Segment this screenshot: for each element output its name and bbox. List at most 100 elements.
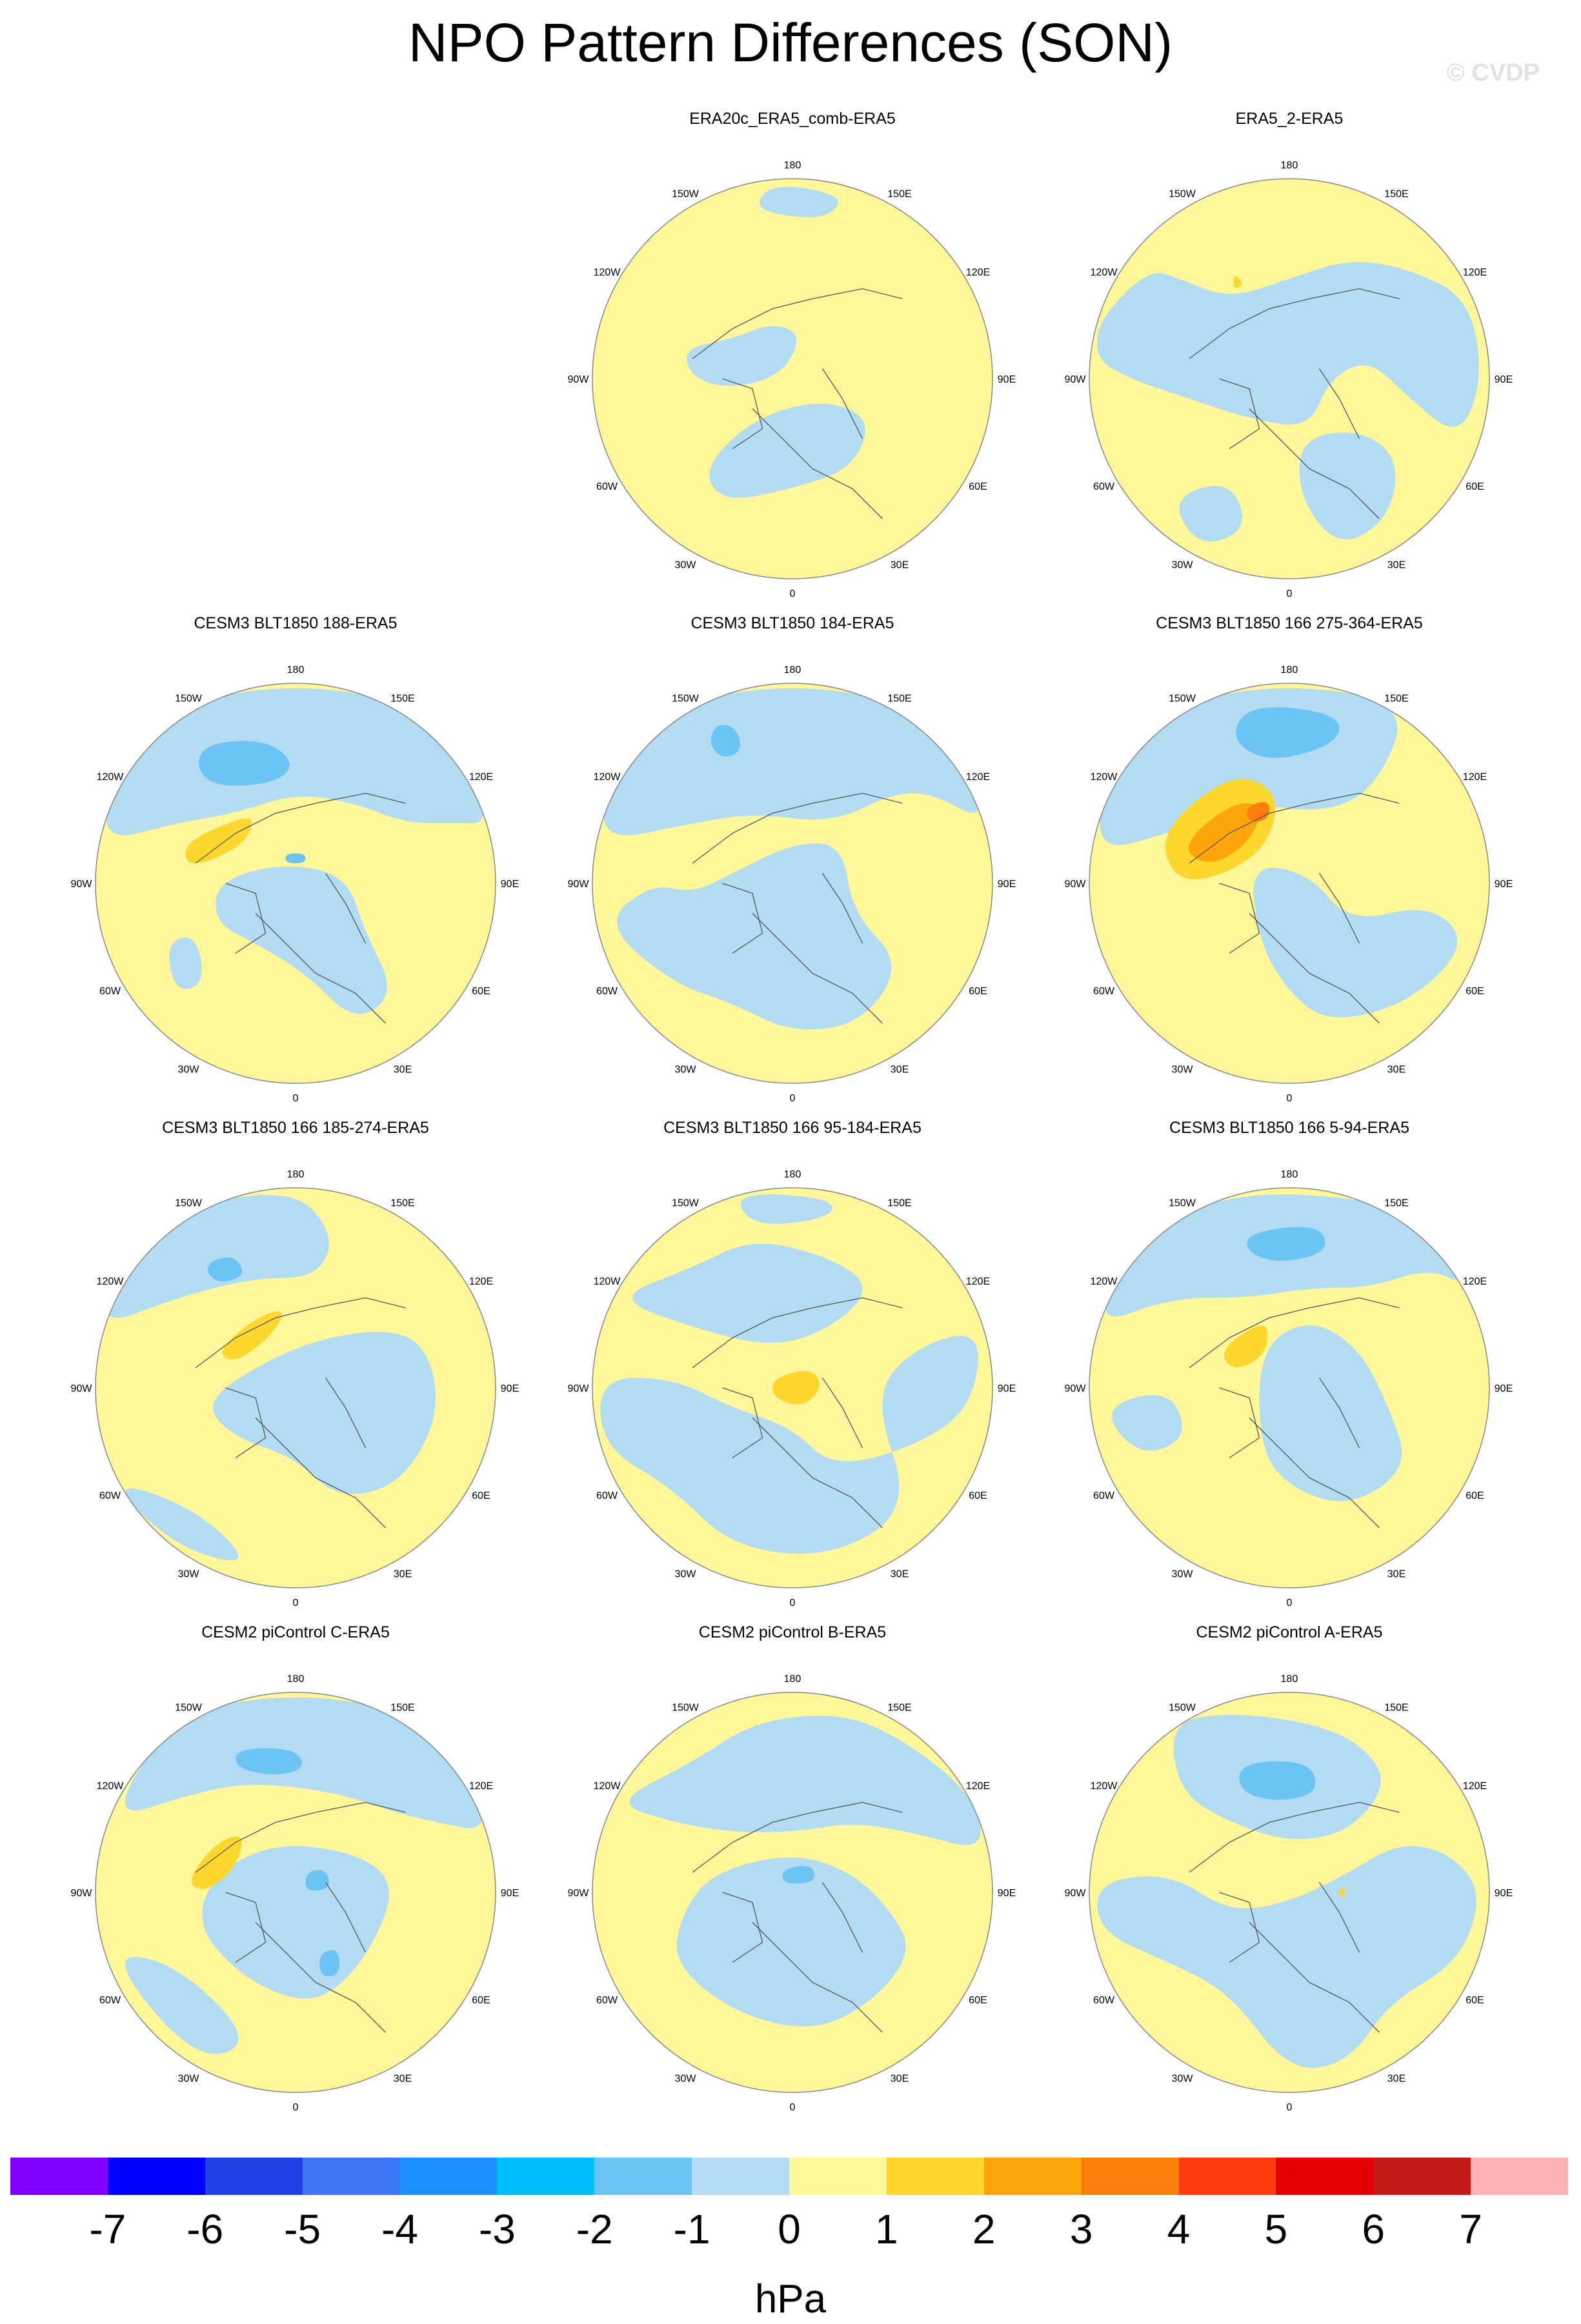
longitude-label: 150E xyxy=(390,694,414,705)
anomaly-contour-neg2 xyxy=(199,741,290,786)
longitude-label: 150E xyxy=(1384,189,1408,200)
coastline xyxy=(1189,1801,1400,1873)
panel-title: CESM3 BLT1850 166 185-274-ERA5 xyxy=(162,1119,429,1137)
coastline xyxy=(1219,378,1260,450)
colorbar-box xyxy=(302,2158,400,2195)
colorbar-box xyxy=(1276,2158,1374,2195)
colorbar-box xyxy=(983,2158,1082,2195)
coastline xyxy=(195,1801,406,1873)
longitude-label: 180 xyxy=(784,160,801,171)
map-frame xyxy=(1089,1187,1490,1588)
map-frame xyxy=(592,1187,993,1588)
anomaly-contour-pos2 xyxy=(222,1311,282,1360)
longitude-label: 60E xyxy=(969,481,987,492)
longitude-label: 150E xyxy=(887,1198,911,1209)
colorbar-box xyxy=(692,2158,789,2195)
colorbar-tick-label: 2 xyxy=(972,2206,996,2252)
map-frame xyxy=(1089,1692,1490,2093)
longitude-label: 30W xyxy=(1172,1065,1194,1076)
longitude-label: 30E xyxy=(891,1569,909,1580)
map-panel: CESM3 BLT1850 166 95-184-ERA5 180 150E 120E… xyxy=(567,1119,1018,1616)
longitude-label: 150E xyxy=(887,189,911,200)
longitude-label: 120E xyxy=(966,772,990,783)
anomaly-contour-pos4 xyxy=(1247,802,1269,822)
colorbar xyxy=(10,2158,1568,2195)
longitude-label: 150W xyxy=(175,694,203,705)
longitude-label: 120E xyxy=(469,1276,493,1287)
anomaly-contour-neg1 xyxy=(676,1857,906,2027)
anomaly-contour-neg1 xyxy=(202,1846,389,1999)
anomaly-contour-neg1 xyxy=(213,1332,436,1494)
coastline xyxy=(821,368,863,439)
longitude-label: 30E xyxy=(1387,1065,1405,1076)
longitude-label: 90E xyxy=(1495,1888,1513,1899)
coastline xyxy=(225,1892,267,1963)
colorbar-box xyxy=(205,2158,303,2195)
anomaly-contour-neg2 xyxy=(782,1866,815,1884)
longitude-label: 90W xyxy=(568,1383,590,1394)
map-panel: CESM3 BLT1850 188-ERA5 180 150E 120E 90E 60E 3… xyxy=(70,614,521,1111)
anomaly-contour-neg1 xyxy=(1097,262,1479,427)
anomaly-contour-neg1 xyxy=(603,688,982,836)
longitude-label: 30E xyxy=(891,1065,909,1076)
longitude-label: 120W xyxy=(594,267,621,278)
colorbar-tick-label: -6 xyxy=(186,2206,224,2252)
longitude-label: 30W xyxy=(675,1569,697,1580)
anomaly-contour-neg1 xyxy=(169,937,202,990)
colorbar-box xyxy=(1471,2158,1568,2195)
longitude-label: 180 xyxy=(1281,1169,1298,1180)
longitude-label: 120W xyxy=(97,1781,125,1792)
coastline xyxy=(722,1892,763,1963)
panel-title: CESM3 BLT1850 166 95-184-ERA5 xyxy=(663,1119,921,1137)
coastline xyxy=(1189,288,1400,359)
anomaly-contour-pos2 xyxy=(1224,1325,1268,1368)
colorbar-tick-label: 7 xyxy=(1459,2206,1482,2252)
coastline xyxy=(722,378,763,450)
longitude-label: 90E xyxy=(998,879,1016,890)
longitude-label: 90E xyxy=(998,1888,1016,1899)
longitude-label: 180 xyxy=(1281,1674,1298,1685)
coastline xyxy=(692,288,903,359)
longitude-label: 120W xyxy=(594,1276,621,1287)
coastline xyxy=(325,1882,367,1953)
longitude-label: 120E xyxy=(1463,1276,1487,1287)
longitude-label: 90W xyxy=(1065,879,1087,890)
anomaly-contour-neg1 xyxy=(1259,1325,1402,1501)
longitude-label: 150W xyxy=(175,1703,203,1714)
longitude-label: 90W xyxy=(71,1888,93,1899)
longitude-label: 150W xyxy=(672,694,700,705)
map-panel: CESM2 piControl B-ERA5 180 150E 120E 90E 60E 3… xyxy=(567,1623,1018,2120)
longitude-label: 90E xyxy=(998,374,1016,385)
colorbar-box xyxy=(594,2158,692,2195)
anomaly-contour-pos2 xyxy=(1339,1888,1345,1897)
colorbar-tick-label: -5 xyxy=(284,2206,321,2252)
anomaly-contour-neg1 xyxy=(125,1488,239,1561)
longitude-label: 30W xyxy=(178,1065,200,1076)
anomaly-contour-neg1 xyxy=(760,186,838,217)
longitude-label: 120E xyxy=(469,772,493,783)
longitude-label: 90W xyxy=(1065,1888,1087,1899)
longitude-label: 0 xyxy=(293,2102,299,2113)
panel-title: ERA20c_ERA5_comb-ERA5 xyxy=(689,110,896,128)
longitude-label: 150E xyxy=(1384,1703,1408,1714)
anomaly-contour-neg1 xyxy=(709,403,865,498)
coastline xyxy=(821,873,863,944)
longitude-label: 30W xyxy=(1172,1569,1194,1580)
panel-title: CESM3 BLT1850 184-ERA5 xyxy=(690,614,894,632)
polar-map: 180 150E 120E 90E 60E 30E 0 30W 60W 90W 120W 150W xyxy=(71,1169,519,1608)
longitude-label: 150E xyxy=(887,694,911,705)
longitude-label: 150W xyxy=(1169,1703,1196,1714)
longitude-label: 0 xyxy=(790,2102,796,2113)
longitude-label: 30W xyxy=(675,1065,697,1076)
longitude-label: 60W xyxy=(596,986,618,997)
coastline xyxy=(255,913,386,1024)
longitude-label: 30W xyxy=(675,2074,697,2085)
longitude-label: 30E xyxy=(1387,1569,1405,1580)
longitude-label: 150W xyxy=(1169,694,1196,705)
coastline xyxy=(255,1417,386,1528)
longitude-label: 180 xyxy=(784,665,801,676)
longitude-label: 90E xyxy=(1495,879,1513,890)
longitude-label: 90W xyxy=(568,374,590,385)
map-frame xyxy=(1089,683,1490,1084)
coastline xyxy=(821,1882,863,1953)
